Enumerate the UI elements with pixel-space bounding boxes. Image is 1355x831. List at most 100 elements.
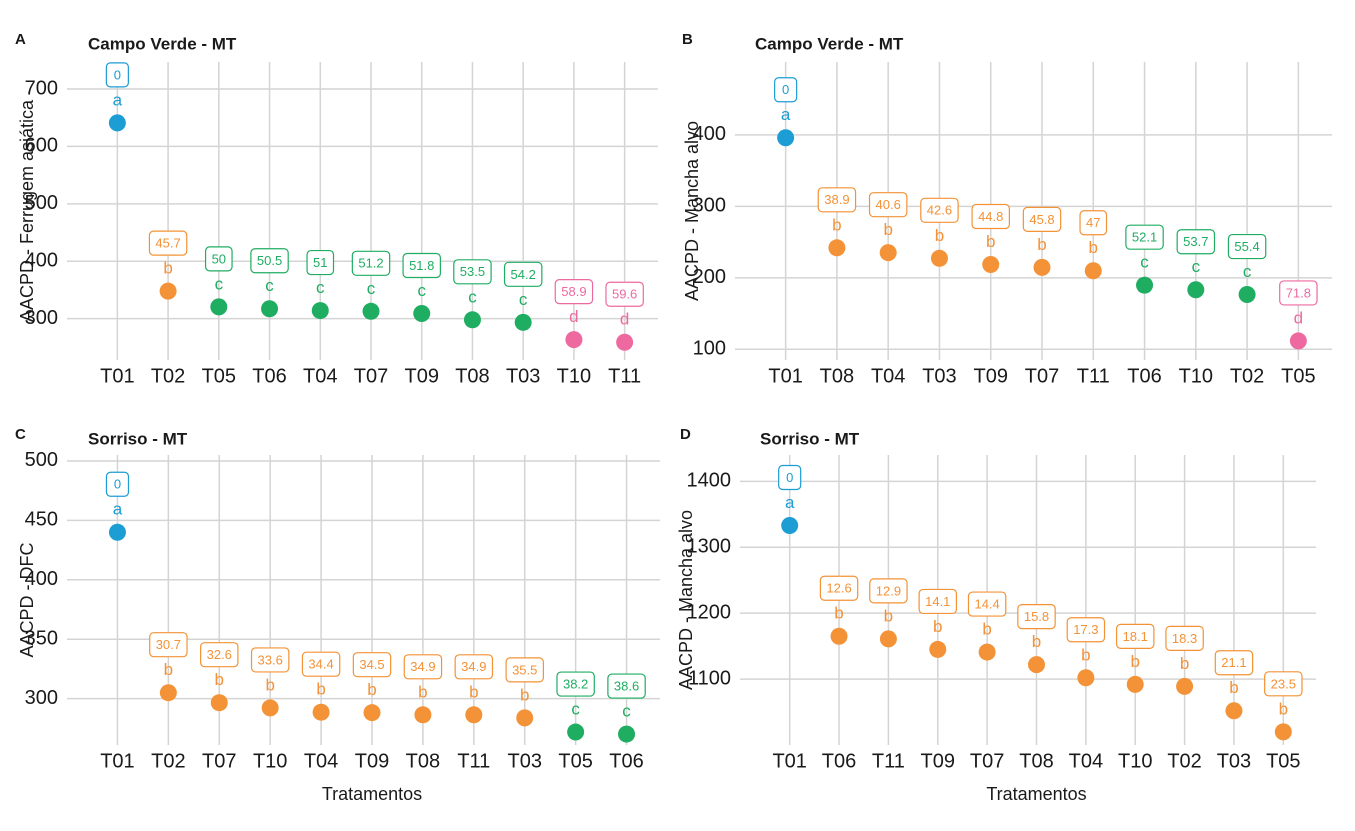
efficiency-box (505, 657, 544, 683)
group-letter: b (367, 680, 376, 699)
efficiency-label: 55.4 (1234, 239, 1259, 254)
group-letter: b (469, 682, 478, 701)
point (312, 703, 330, 721)
efficiency-label: 0 (782, 82, 789, 97)
y-axis-label: AACPD - Mancha alvo (682, 121, 702, 301)
x-tick-label: T06 (252, 365, 286, 387)
x-tick-label: T10 (1118, 750, 1152, 772)
efficiency-label: 54.2 (511, 267, 536, 282)
efficiency-label: 0 (786, 470, 793, 485)
efficiency-label: 0 (114, 67, 121, 82)
x-tick-label: T04 (304, 750, 338, 772)
y-tick-label: 200 (693, 266, 726, 288)
group-letter: c (519, 290, 528, 309)
point (210, 298, 228, 316)
point (1084, 262, 1102, 280)
group-letter: b (1037, 235, 1046, 254)
x-tick-label: T08 (455, 365, 489, 387)
efficiency-box (967, 591, 1007, 617)
x-tick-label: T02 (1230, 365, 1264, 387)
y-tick-label: 600 (25, 135, 58, 157)
point (108, 523, 126, 541)
efficiency-label: 47 (1086, 215, 1100, 230)
group-letter: b (986, 232, 995, 251)
efficiency-label: 18.1 (1123, 629, 1148, 644)
efficiency-box (250, 248, 289, 274)
panel-letter: B (682, 31, 693, 48)
point (1077, 669, 1095, 687)
group-letter: b (265, 675, 274, 694)
efficiency-box (351, 250, 391, 276)
point (1289, 332, 1307, 350)
point (1225, 702, 1243, 720)
y-axis-label: AACPD - Mancha alvo (676, 510, 696, 690)
y-tick-label: 400 (693, 123, 726, 145)
point (565, 331, 583, 349)
x-tick-label: T07 (354, 365, 388, 387)
efficiency-box (1022, 206, 1062, 232)
y-tick-label: 500 (25, 192, 58, 214)
group-letter: b (418, 682, 427, 701)
group-letter: a (781, 105, 791, 124)
panel-letter: A (15, 31, 26, 48)
y-tick-label: 500 (25, 449, 58, 471)
group-letter: c (367, 279, 376, 298)
efficiency-box (918, 588, 958, 615)
group-letter: c (265, 276, 274, 295)
efficiency-box (402, 252, 441, 279)
group-letter: c (417, 281, 426, 300)
efficiency-label: 51 (313, 255, 327, 270)
y-tick-label: 1200 (687, 601, 732, 623)
point (1028, 656, 1045, 674)
point (879, 244, 897, 262)
efficiency-label: 30.7 (156, 637, 181, 652)
group-letter: c (468, 287, 477, 306)
efficiency-box (1115, 623, 1155, 649)
x-tick-label: T01 (772, 750, 806, 772)
efficiency-label: 21.1 (1221, 655, 1246, 670)
point (830, 627, 848, 645)
point (414, 706, 432, 724)
y-axis-label: AACPD - Ferrugem asiática (17, 99, 37, 322)
x-tick-label: T09 (404, 365, 438, 387)
group-letter: b (832, 215, 841, 234)
efficiency-box (819, 575, 859, 601)
group-letter: b (1032, 632, 1041, 651)
efficiency-box (352, 652, 392, 678)
group-letter: b (163, 259, 172, 278)
efficiency-label: 53.7 (1183, 234, 1208, 249)
efficiency-box (301, 651, 341, 677)
x-tick-label: T08 (406, 750, 440, 772)
group-letter: b (316, 680, 325, 699)
group-letter: a (785, 493, 795, 512)
x-tick-label: T08 (1019, 750, 1053, 772)
group-letter: d (1294, 308, 1303, 327)
point (261, 300, 279, 318)
efficiency-box (1125, 224, 1164, 250)
point (978, 643, 996, 661)
efficiency-box (1279, 280, 1318, 306)
x-tick-label: T11 (457, 750, 490, 772)
group-letter: d (569, 307, 578, 326)
efficiency-label: 32.6 (207, 647, 232, 662)
panel-letter: D (680, 426, 691, 443)
efficiency-label: 38.2 (563, 676, 588, 691)
panel-letter: C (15, 426, 26, 443)
point (929, 640, 947, 658)
panel-title: Campo Verde - MT (755, 34, 904, 53)
x-tick-label: T11 (1077, 365, 1110, 387)
point (879, 630, 897, 648)
x-tick-label: T01 (768, 365, 802, 387)
group-letter: c (622, 702, 631, 721)
efficiency-box (1017, 603, 1056, 630)
y-tick-label: 400 (25, 250, 58, 272)
efficiency-box (1165, 625, 1204, 651)
efficiency-box (454, 654, 494, 680)
efficiency-label: 34.9 (410, 659, 435, 674)
efficiency-label: 18.3 (1172, 631, 1197, 646)
y-tick-label: 300 (25, 307, 58, 329)
efficiency-box (774, 77, 798, 103)
point (362, 302, 380, 320)
x-tick-label: T01 (100, 750, 134, 772)
group-letter: c (1140, 253, 1149, 272)
